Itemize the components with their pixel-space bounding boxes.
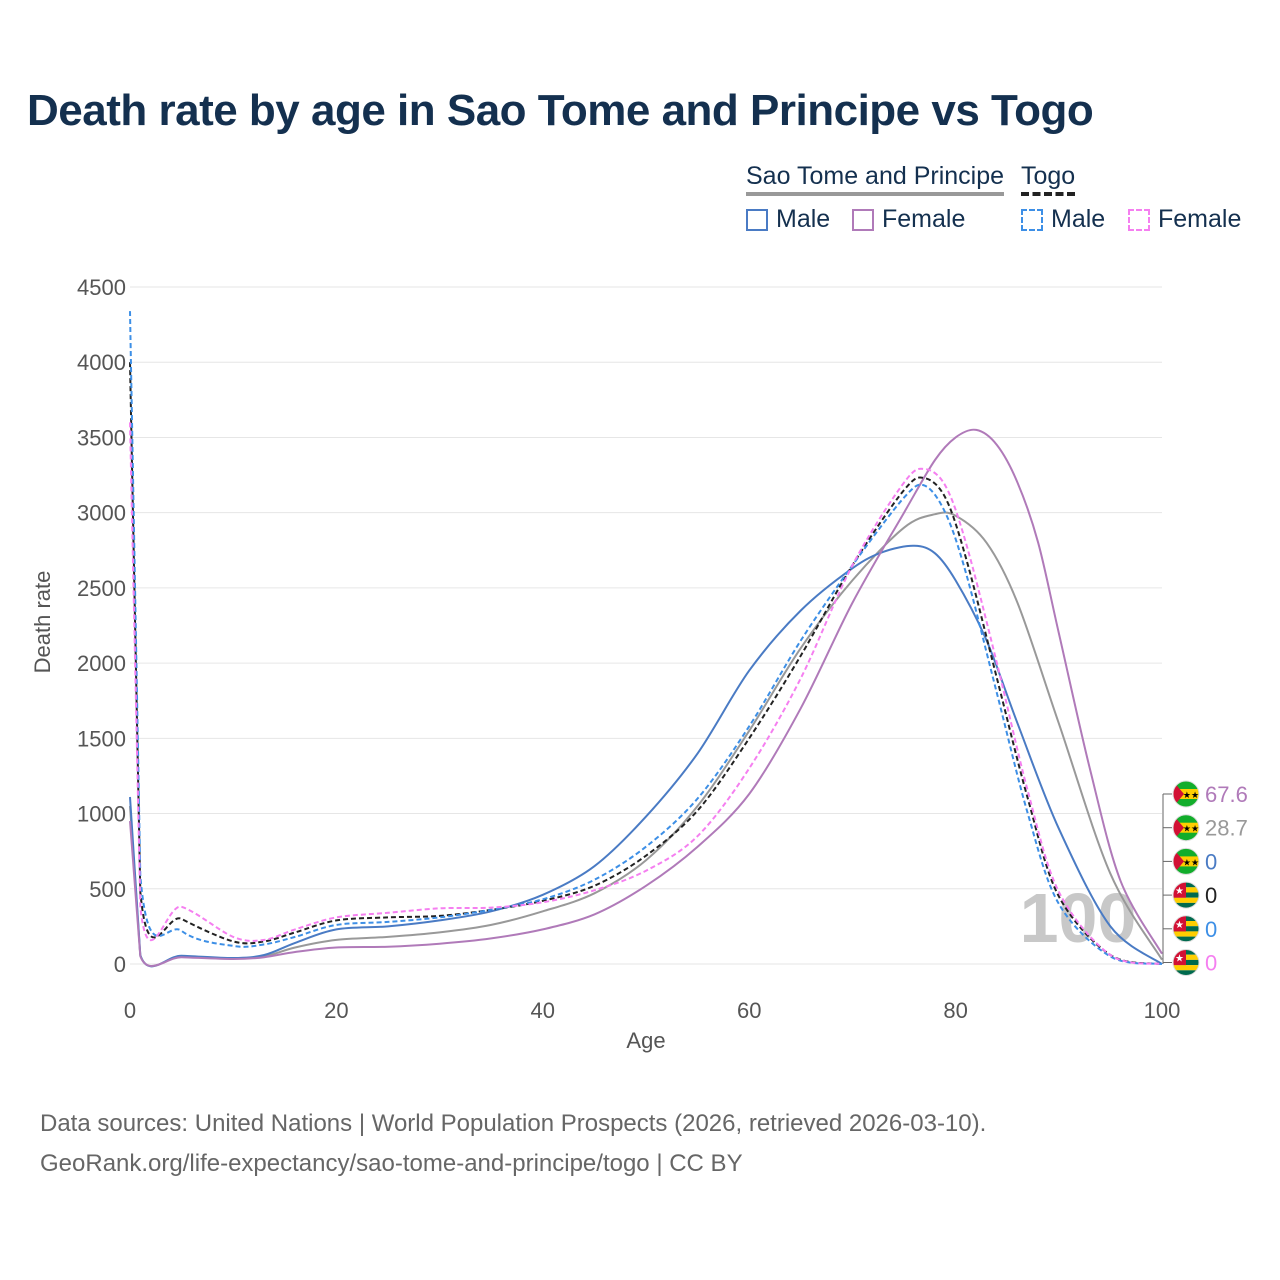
togo-flag-icon: ★ <box>1172 881 1200 909</box>
end-label-value: 28.7 <box>1205 816 1248 841</box>
end-label-value: 67.6 <box>1205 782 1248 807</box>
series-line-togo-male[interactable] <box>129 311 1163 965</box>
legend-swatch-togo-female <box>1128 208 1150 231</box>
series-lines <box>129 311 1163 968</box>
grid-lines <box>130 286 1162 965</box>
x-tick-labels: 0 20 40 60 80 100 <box>124 998 1180 1023</box>
series-line-togo-total[interactable] <box>129 362 1163 965</box>
series-line-sao-tome-and-principe-female[interactable] <box>129 428 1163 968</box>
legend-swatch-sao-tome-male <box>746 208 768 231</box>
end-label-4: ★ 0 <box>1163 915 1217 943</box>
x-tick-label: 40 <box>531 998 555 1023</box>
sao-tome-flag-icon: ★★ <box>1172 814 1200 842</box>
y-tick-label: 3000 <box>77 501 126 526</box>
togo-flag-icon: ★ <box>1172 949 1200 976</box>
y-tick-label: 2000 <box>77 651 126 676</box>
end-label-0: ★★ 67.6 <box>1163 780 1248 808</box>
svg-text:★★: ★★ <box>1183 790 1199 800</box>
x-tick-label: 20 <box>324 998 348 1023</box>
y-tick-label: 2500 <box>77 576 126 601</box>
legend-group-sao-tome[interactable]: Sao Tome and Principe <box>746 162 1005 196</box>
x-axis-label: Age <box>626 1028 665 1053</box>
y-tick-label: 3500 <box>77 425 126 450</box>
series-line-sao-tome-and-principe-male[interactable] <box>129 544 1163 968</box>
legend-item-togo-female[interactable]: Female <box>1128 205 1241 234</box>
legend-label-togo-female: Female <box>1158 205 1242 233</box>
y-tick-label: 1500 <box>77 726 126 751</box>
y-tick-label: 4000 <box>77 350 126 375</box>
age-watermark: 100 <box>1020 879 1137 957</box>
sao-tome-flag-icon: ★★ <box>1172 780 1200 808</box>
series-line-sao-tome-and-principe-total[interactable] <box>129 511 1163 968</box>
end-label-1: ★★ 28.7 <box>1163 814 1248 842</box>
legend-label-sao-tome-female: Female <box>882 205 966 233</box>
end-label-2: ★★ 0 <box>1163 847 1217 875</box>
legend-item-togo-male[interactable]: Male <box>1021 205 1105 234</box>
x-tick-label: 0 <box>124 998 136 1023</box>
end-label-5: ★ 0 <box>1163 949 1217 976</box>
x-tick-label: 100 <box>1144 998 1181 1023</box>
svg-text:★: ★ <box>1175 886 1184 897</box>
togo-flag-icon: ★ <box>1172 915 1200 943</box>
y-tick-label: 1000 <box>77 802 126 827</box>
end-labels: ★★ 67.6★★ 28.7★★ 0★ 0★ 0★ 0 <box>1163 780 1248 976</box>
legend-group-togo[interactable]: Togo <box>1021 162 1076 196</box>
x-tick-label: 80 <box>943 998 967 1023</box>
y-tick-label: 500 <box>89 877 126 902</box>
y-tick-label: 4500 <box>77 275 126 300</box>
legend-group-sao-tome-label: Sao Tome and Principe <box>746 162 1005 190</box>
end-label-value: 0 <box>1205 951 1217 976</box>
legend-item-sao-tome-female[interactable]: Female <box>852 205 965 234</box>
end-label-3: ★ 0 <box>1163 881 1217 909</box>
chart-title: Death rate by age in Sao Tome and Princi… <box>27 86 1094 135</box>
legend-group-sao-tome-line <box>746 192 1005 196</box>
y-tick-labels: 0 500 1000 1500 2000 2500 3000 3500 4000 4500 <box>77 275 126 977</box>
svg-text:★★: ★★ <box>1183 857 1199 867</box>
legend-swatch-sao-tome-female <box>852 208 874 231</box>
source-line-1: Data sources: United Nations | World Pop… <box>40 1110 987 1137</box>
end-label-value: 0 <box>1205 883 1217 908</box>
y-axis-label: Death rate <box>30 571 55 674</box>
legend-item-sao-tome-male[interactable]: Male <box>746 205 830 234</box>
x-tick-label: 60 <box>737 998 761 1023</box>
legend-group-togo-line <box>1021 192 1076 196</box>
series-line-togo-female[interactable] <box>129 422 1163 965</box>
svg-text:★: ★ <box>1175 920 1184 931</box>
end-label-value: 0 <box>1205 917 1217 942</box>
legend-label-sao-tome-male: Male <box>776 205 831 233</box>
source-line-2[interactable]: GeoRank.org/life-expectancy/sao-tome-and… <box>40 1150 743 1177</box>
y-tick-label: 0 <box>114 952 126 977</box>
svg-text:★: ★ <box>1175 954 1184 965</box>
svg-text:★★: ★★ <box>1183 824 1199 834</box>
legend-swatch-togo-male <box>1021 208 1043 231</box>
sao-tome-flag-icon: ★★ <box>1172 847 1200 875</box>
legend-group-togo-label: Togo <box>1021 162 1076 190</box>
legend-label-togo-male: Male <box>1051 205 1106 233</box>
end-label-value: 0 <box>1205 849 1217 874</box>
